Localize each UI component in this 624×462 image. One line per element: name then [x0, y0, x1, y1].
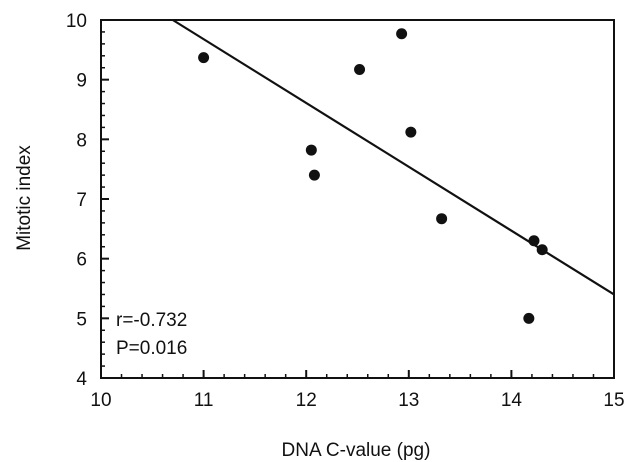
y-tick-label: 7 — [76, 190, 87, 211]
x-tick-label: 14 — [501, 390, 523, 411]
data-point — [436, 213, 448, 225]
x-tick-label: 10 — [90, 390, 111, 411]
y-tick-label: 8 — [76, 130, 87, 151]
y-tick-label: 10 — [66, 11, 87, 32]
data-point — [198, 52, 210, 64]
x-tick-label: 13 — [398, 390, 419, 411]
data-point — [405, 126, 417, 138]
regression-line-group — [172, 19, 615, 296]
y-tick-label: 5 — [76, 309, 87, 330]
data-point — [396, 28, 408, 40]
data-points — [198, 28, 548, 324]
chart-ticks: 10 11 12 13 14 15 4 5 6 7 8 9 10 — [66, 11, 624, 411]
data-point — [354, 64, 366, 76]
y-axis-title: Mitotic index — [14, 145, 35, 251]
correlation-coefficient-label: r=-0.732 — [116, 310, 187, 331]
data-point — [528, 235, 540, 247]
regression-line — [172, 19, 615, 296]
x-tick-label: 11 — [194, 390, 214, 411]
p-value-label: P=0.016 — [116, 338, 187, 359]
x-tick-label: 12 — [296, 390, 317, 411]
data-point — [523, 312, 535, 324]
y-tick-label: 9 — [76, 71, 87, 92]
data-point — [305, 144, 317, 156]
data-point — [536, 244, 548, 256]
data-point — [308, 169, 320, 181]
x-tick-label: 15 — [603, 390, 624, 411]
x-axis-title: DNA C-value (pg) — [282, 440, 431, 461]
y-tick-label: 4 — [76, 369, 87, 390]
y-tick-label: 6 — [76, 250, 87, 271]
